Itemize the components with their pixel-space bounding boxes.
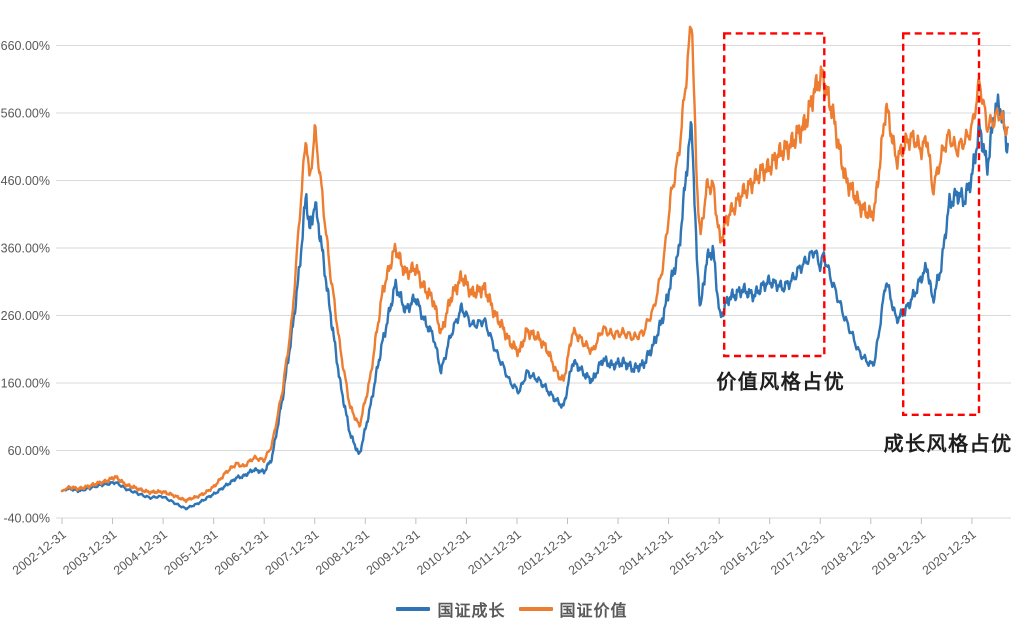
legend-swatch-value <box>518 607 553 611</box>
series-line-growth <box>60 93 1009 511</box>
x-axis-label: 2015-12-31 <box>667 527 726 577</box>
y-axis-label: -40.00% <box>3 512 50 526</box>
x-axis-label: 2011-12-31 <box>466 527 524 577</box>
legend-item-growth: 国证成长 <box>396 597 505 621</box>
x-axis-label: 2004-12-31 <box>111 527 170 577</box>
x-axis-label: 2019-12-31 <box>869 527 928 577</box>
y-axis-label: 260.00% <box>1 309 50 323</box>
x-axis-label: 2010-12-31 <box>414 527 473 577</box>
x-axis-label: 2014-12-31 <box>616 527 675 577</box>
annotation-growth-style-dominant: 成长风格占优 <box>883 433 1013 456</box>
y-axis-label: 660.00% <box>1 39 50 53</box>
y-axis-label: 560.00% <box>1 107 50 121</box>
x-axis-label: 2013-12-31 <box>566 527 625 577</box>
y-axis-label: 360.00% <box>1 242 50 256</box>
legend-label-value: 国证价值 <box>559 603 628 620</box>
annotation-value-style-dominant: 价值风格占优 <box>716 371 846 394</box>
y-axis-label: 460.00% <box>1 174 50 188</box>
legend-label-growth: 国证成长 <box>437 603 506 620</box>
x-axis-label: 2017-12-31 <box>768 527 827 577</box>
x-axis-label: 2009-12-31 <box>364 527 423 577</box>
y-axis-label: 160.00% <box>1 377 50 391</box>
y-axis-label: 60.00% <box>8 444 50 458</box>
x-axis-label: 2008-12-31 <box>313 527 372 577</box>
highlight-box <box>902 32 981 416</box>
x-axis-label: 2016-12-31 <box>718 527 777 577</box>
highlight-box <box>723 32 826 358</box>
legend-swatch-growth <box>396 607 431 611</box>
legend-item-value: 国证价值 <box>518 597 628 621</box>
x-axis-label: 2012-12-31 <box>515 527 574 577</box>
chart-legend: 国证成长 国证价值 <box>0 597 1024 621</box>
x-axis-label: 2003-12-31 <box>60 527 119 577</box>
x-axis-label: 2018-12-31 <box>819 527 878 577</box>
x-axis-label: 2007-12-31 <box>263 527 322 577</box>
x-axis-label: 2005-12-31 <box>161 527 220 577</box>
x-axis-label: 2020-12-31 <box>920 527 979 577</box>
x-axis-label: 2006-12-31 <box>212 527 271 577</box>
x-axis-label: 2002-12-31 <box>10 527 69 577</box>
series-line-value <box>60 25 1009 504</box>
